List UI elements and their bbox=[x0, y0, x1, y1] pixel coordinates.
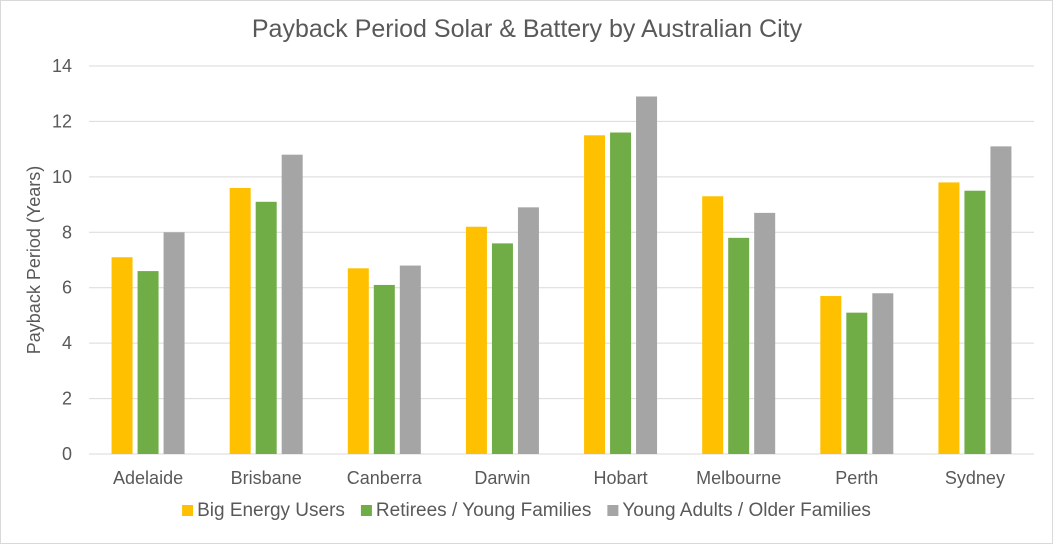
bar-hobart-series-1 bbox=[584, 135, 606, 455]
legend-item: Young Adults / Older Families bbox=[607, 500, 871, 521]
bar-adelaide-series-1 bbox=[111, 257, 133, 454]
x-tick-label: Melbourne bbox=[696, 468, 781, 488]
bar-darwin-series-2 bbox=[491, 243, 513, 454]
legend: Big Energy Users Retirees / Young Familie… bbox=[182, 500, 871, 521]
y-tick-label: 0 bbox=[62, 444, 72, 464]
legend-item: Big Energy Users bbox=[182, 500, 345, 521]
x-tick-label: Sydney bbox=[945, 468, 1005, 488]
x-axis-ticks: Adelaide Brisbane Canberra Darwin Hobart Melb… bbox=[113, 468, 1005, 488]
y-tick-label: 2 bbox=[62, 389, 72, 409]
bar-adelaide-series-3 bbox=[163, 232, 185, 454]
legend-label: Big Energy Users bbox=[197, 500, 345, 521]
bar-hobart-series-2 bbox=[610, 132, 632, 454]
y-tick-label: 14 bbox=[52, 56, 72, 76]
x-tick-label: Brisbane bbox=[231, 468, 302, 488]
chart-title: Payback Period Solar & Battery by Austra… bbox=[252, 15, 803, 43]
legend-label: Young Adults / Older Families bbox=[622, 500, 871, 521]
legend-swatch bbox=[360, 505, 372, 516]
bar-melbourne-series-3 bbox=[754, 212, 776, 454]
y-tick-label: 4 bbox=[62, 333, 72, 353]
x-tick-label: Canberra bbox=[347, 468, 423, 488]
x-tick-label: Adelaide bbox=[113, 468, 183, 488]
bars bbox=[111, 96, 1012, 455]
bar-melbourne-series-1 bbox=[702, 196, 724, 454]
bar-canberra-series-2 bbox=[373, 284, 395, 454]
bar-sydney-series-1 bbox=[938, 182, 960, 454]
legend-item: Retirees / Young Families bbox=[360, 500, 591, 521]
bar-darwin-series-1 bbox=[465, 226, 487, 454]
bar-darwin-series-3 bbox=[517, 207, 539, 454]
y-tick-label: 10 bbox=[52, 167, 72, 187]
y-tick-label: 6 bbox=[62, 278, 72, 298]
bar-perth-series-2 bbox=[846, 312, 868, 454]
y-tick-label: 12 bbox=[52, 111, 72, 131]
bar-brisbane-series-2 bbox=[255, 201, 277, 454]
bar-perth-series-1 bbox=[820, 296, 842, 454]
bar-hobart-series-3 bbox=[636, 96, 658, 454]
bar-canberra-series-1 bbox=[347, 268, 369, 454]
legend-swatch bbox=[607, 505, 619, 516]
x-tick-label: Perth bbox=[835, 468, 878, 488]
bar-sydney-series-2 bbox=[964, 190, 986, 454]
y-axis-ticks: 0 2 4 6 8 10 12 14 bbox=[52, 56, 72, 464]
bar-brisbane-series-1 bbox=[229, 187, 251, 454]
y-tick-label: 8 bbox=[62, 222, 72, 242]
bar-sydney-series-3 bbox=[990, 146, 1012, 454]
bar-brisbane-series-3 bbox=[281, 154, 303, 454]
x-tick-label: Darwin bbox=[474, 468, 530, 488]
bar-adelaide-series-2 bbox=[137, 271, 159, 454]
legend-label: Retirees / Young Families bbox=[376, 500, 591, 521]
y-axis-label: Payback Period (Years) bbox=[24, 166, 44, 354]
bar-canberra-series-3 bbox=[399, 265, 421, 454]
bar-melbourne-series-2 bbox=[728, 237, 750, 454]
bar-perth-series-3 bbox=[872, 293, 894, 454]
x-tick-label: Hobart bbox=[594, 468, 648, 488]
legend-swatch bbox=[182, 505, 194, 516]
